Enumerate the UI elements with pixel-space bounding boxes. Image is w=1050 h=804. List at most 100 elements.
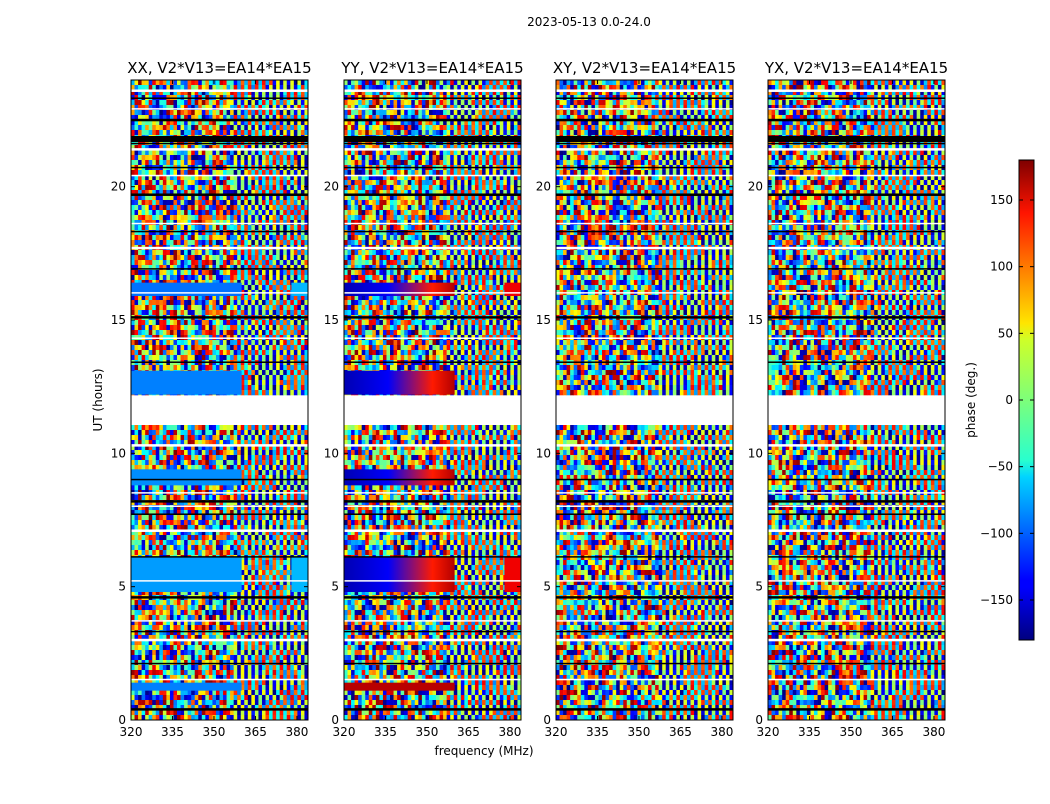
coherent-region-1 [344,683,455,691]
flag-line [131,193,308,196]
flag-line [768,119,945,122]
flag-line [768,679,945,681]
flag-line [556,631,733,633]
flag-line [556,119,733,122]
y-tick-label: 10 [536,446,551,460]
flag-line [556,175,733,177]
flag-line [344,89,521,92]
y-tick-label: 0 [118,713,126,727]
coherent-region-4 [344,371,455,395]
flag-line [344,580,521,582]
flag-line [344,631,521,633]
flag-line [344,193,521,196]
figure-suptitle: 2023-05-13 0.0-24.0 [527,15,651,29]
flag-line [556,529,733,532]
flag-line [131,529,308,532]
flag-line [768,500,945,503]
flag-line [556,620,733,622]
flag-line [768,148,945,151]
colorbar-tick-label: 0 [1005,393,1013,407]
flag-line [768,596,945,599]
panel-title: YY, V2*V13=EA14*EA15 [340,59,523,77]
y-tick-label: 5 [755,580,763,594]
flag-line [556,444,733,447]
flag-line [131,708,308,711]
flag-line [344,513,521,515]
flag-line [768,361,945,363]
flag-line [768,316,945,319]
flag-line [768,89,945,92]
panel-title: XY, V2*V13=EA14*EA15 [553,59,736,77]
flag-line [556,361,733,363]
flag-line [131,108,308,110]
flag-line [131,119,308,122]
flag-line [131,620,308,622]
flag-line [768,143,945,145]
x-tick-label: 350 [840,725,863,739]
flag-line [556,580,733,582]
colorbar-tick-label: −150 [980,593,1013,607]
flag-line [556,663,733,665]
y-axis-label: UT (hours) [91,368,105,431]
flag-line [768,513,945,515]
heatmap-image [131,80,308,720]
heatmap-image [344,80,521,720]
flag-line [131,167,308,169]
flag-band [344,136,521,142]
panel-title: XX, V2*V13=EA14*EA15 [127,59,311,77]
colorbar-tick-label: 50 [998,326,1013,340]
x-tick-label: 365 [669,725,692,739]
flag-line [768,663,945,665]
flag-line [344,639,521,642]
flag-line [131,580,308,582]
x-tick-label: 380 [498,725,521,739]
flag-line [131,505,308,507]
colorbar-tick-label: −100 [980,526,1013,540]
flag-line [344,479,521,481]
x-axis-label: frequency (MHz) [434,744,533,758]
flag-line [768,97,945,99]
flag-line [344,119,521,122]
colorbar-tick-label: 150 [990,193,1013,207]
flag-band [556,136,733,142]
x-tick-label: 320 [757,725,780,739]
x-tick-label: 320 [120,725,143,739]
flag-line [556,247,733,250]
flag-line [768,492,945,494]
flag-line [344,529,521,532]
y-tick-label: 15 [536,313,551,327]
flag-line [131,337,308,339]
flag-line [768,193,945,196]
flag-line [344,316,521,319]
y-tick-label: 20 [748,180,763,194]
flag-line [556,556,733,558]
flag-line [131,631,308,633]
flag-line [344,663,521,665]
flag-line [131,639,308,642]
flag-line [768,620,945,622]
colorbar-tick-label: −50 [988,460,1013,474]
flag-line [344,492,521,494]
flag-line [344,708,521,711]
flag-line [556,316,733,319]
flag-line [768,247,945,250]
flag-line [556,148,733,151]
flag-line [344,596,521,599]
y-tick-label: 15 [111,313,126,327]
y-tick-label: 10 [111,446,126,460]
flag-line [344,175,521,177]
flag-line [344,505,521,507]
flag-line [344,292,521,294]
coherent-region-2 [131,557,242,592]
y-tick-label: 0 [331,713,339,727]
flag-line [556,231,733,233]
flag-line [556,167,733,169]
y-tick-label: 15 [748,313,763,327]
coherent-region-5 [344,283,455,296]
flag-line [131,268,308,270]
flag-line [556,505,733,507]
